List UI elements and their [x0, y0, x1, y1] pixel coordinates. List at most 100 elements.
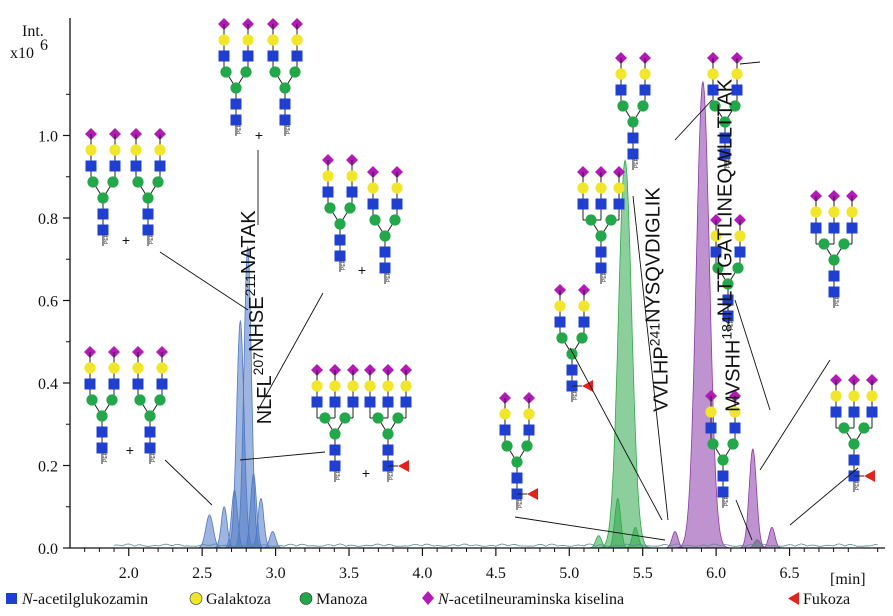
glcnac-square — [334, 250, 346, 262]
peptide-label-part: NATAK — [238, 210, 260, 274]
glycan-pep-label: PEP — [729, 319, 735, 330]
mannose-circle — [732, 262, 744, 274]
glycan-pep-label: PEP — [634, 157, 640, 168]
glcnac-square — [85, 160, 97, 172]
glycan-structure: PEP — [84, 346, 120, 464]
galactose-circle — [311, 380, 323, 392]
mannose-circle — [818, 238, 830, 250]
mannose-circle — [595, 230, 607, 242]
leader-line — [734, 299, 771, 411]
mannose-circle — [279, 82, 291, 94]
legend-label: N-acetilneuraminska kiselina — [437, 591, 624, 608]
galactose-circle — [846, 206, 858, 218]
glcnac-square — [230, 98, 242, 110]
glycan-structure: PEP — [707, 52, 743, 170]
glycan-pep-label: PEP — [386, 271, 392, 282]
leader-line — [257, 292, 324, 411]
glycan-pep-label: PEP — [835, 295, 841, 306]
glycan-pep-label: PEP — [724, 495, 730, 506]
glycan-structure: PEP — [364, 364, 412, 482]
peaks-layer — [114, 80, 878, 549]
peak-series-2-0 — [676, 80, 730, 549]
glcnac-square — [554, 316, 566, 328]
mannose-circle — [369, 214, 381, 226]
mannose-circle — [707, 438, 719, 450]
mannose-circle — [501, 440, 513, 452]
peptide-label-superscript: 241 — [647, 323, 663, 347]
glcnac-square — [382, 396, 394, 408]
galactose-circle — [828, 206, 840, 218]
galactose-circle — [705, 406, 717, 418]
glcnac-square — [639, 84, 651, 96]
glcnac-square — [722, 310, 734, 322]
mannose-circle — [605, 214, 617, 226]
galactose-circle — [729, 406, 741, 418]
glycan-structure: PEP — [267, 18, 303, 136]
glycan-pep-label: PEP — [151, 451, 157, 462]
glcnac-square — [230, 114, 242, 126]
fucose-triangle — [527, 488, 538, 500]
galactose-circle — [267, 34, 279, 46]
legend-triangle-icon — [788, 592, 799, 605]
legend-item: N-acetilglukozamin — [6, 591, 148, 608]
glcnac-square — [108, 378, 120, 390]
glcnac-square — [830, 406, 842, 418]
galactose-circle — [578, 300, 590, 312]
plus-sign: + — [358, 262, 366, 278]
mannose-circle — [86, 394, 98, 406]
legend-label-text: Fukoza — [803, 591, 850, 608]
glcnac-square — [144, 426, 156, 438]
glcnac-square — [132, 378, 144, 390]
peptide-label: VVLHP241NYSQVDIGLIK — [643, 187, 673, 412]
plus-sign: + — [126, 442, 134, 458]
glcnac-square — [613, 198, 625, 210]
mannose-circle — [382, 428, 394, 440]
peptide-labels: NLFL207NHSE211NATAK VVLHP241NYSQVDIGLIK MV… — [238, 78, 744, 424]
fucose-triangle — [398, 460, 409, 472]
fucose-triangle — [864, 470, 875, 482]
mannose-circle — [319, 412, 331, 424]
mannose-circle — [511, 456, 523, 468]
glycan-pep-label: PEP — [518, 497, 524, 508]
glcnac-square — [279, 98, 291, 110]
glcnac-square — [729, 422, 741, 434]
glycan-pep-label: PEP — [104, 233, 110, 244]
leader-line — [632, 195, 669, 521]
glcnac-square — [379, 246, 391, 258]
glcnac-square — [96, 426, 108, 438]
glcnac-square — [156, 378, 168, 390]
mannose-circle — [576, 332, 588, 344]
glcnac-square — [705, 422, 717, 434]
mannose-circle — [556, 332, 568, 344]
glcnac-square — [97, 208, 109, 220]
legend: N-acetilglukozamin Galaktoza Manoza N-aceti… — [6, 591, 850, 608]
glcnac-square — [595, 198, 607, 210]
leader-line — [789, 467, 859, 526]
legend-label-text: -acetilglukozamin — [33, 591, 149, 608]
glcnac-square — [499, 424, 511, 436]
mannose-circle — [329, 428, 341, 440]
galactose-circle — [707, 68, 719, 80]
x-tick-label: 5.5 — [633, 565, 653, 582]
peptide-label-part: NYSQVDIGLIK — [643, 187, 665, 323]
mannose-circle — [379, 230, 391, 242]
legend-label-italic: N — [437, 591, 450, 608]
glycan-structure: PEP — [810, 190, 858, 308]
glycan-structure: PEP — [710, 214, 746, 332]
galactose-circle — [291, 34, 303, 46]
galactose-circle — [156, 362, 168, 374]
leader-line — [739, 61, 761, 65]
glcnac-square — [291, 50, 303, 62]
glcnac-square — [523, 424, 535, 436]
x-tick-label: 3.0 — [266, 565, 286, 582]
glcnac-square — [84, 378, 96, 390]
y-axis-label-scale: x10 — [10, 45, 34, 62]
glycan-pep-label: PEP — [103, 451, 109, 462]
galactose-circle — [347, 380, 359, 392]
galactose-circle — [242, 34, 254, 46]
glcnac-square — [218, 50, 230, 62]
mannose-circle — [144, 410, 156, 422]
glycan-pep-label: PEP — [726, 157, 732, 168]
peptide-label: NLFL207NHSE211NATAK — [238, 210, 276, 425]
